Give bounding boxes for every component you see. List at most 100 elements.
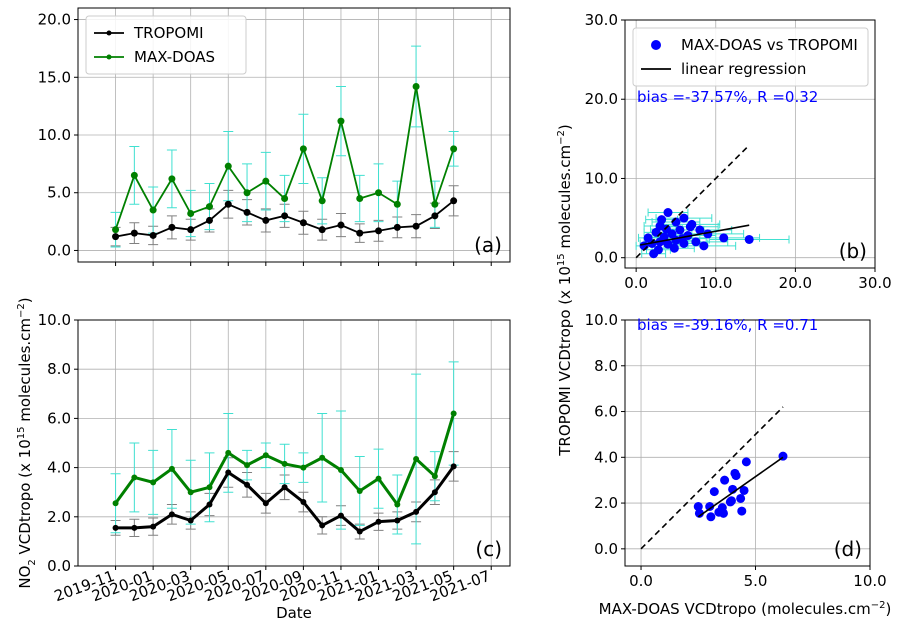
y-tick-label: 6.0 [47, 409, 71, 427]
data-point [375, 475, 382, 482]
data-point [717, 503, 727, 513]
data-point [262, 452, 269, 459]
data-point [741, 457, 751, 467]
data-point [205, 203, 213, 211]
data-point [112, 500, 119, 507]
legend-label: MAX-DOAS [134, 48, 215, 66]
data-point [299, 219, 307, 227]
data-point [736, 493, 746, 503]
y-axis-label: NO2 VCDtropo (x 1015 molecules.cm−2) [16, 297, 38, 588]
y-tick-label: 10.0 [38, 126, 71, 144]
data-point [450, 197, 458, 205]
data-point [393, 200, 401, 208]
x-axis-label: Date [276, 604, 312, 622]
y-tick-label: 0.0 [594, 540, 618, 558]
annotation: bias =-37.57%, R =0.32 [637, 88, 818, 106]
y-tick-label: 20.0 [38, 11, 71, 29]
data-point [150, 479, 157, 486]
y-tick-label: 30.0 [585, 11, 618, 29]
data-point [281, 484, 288, 491]
data-point [319, 522, 326, 529]
data-point [112, 233, 120, 241]
data-point [337, 221, 345, 229]
identity-line [635, 144, 750, 259]
data-point [695, 225, 705, 235]
data-point [705, 502, 715, 512]
data-point [187, 226, 195, 234]
y-tick-label: 10.0 [38, 311, 71, 329]
data-point [669, 243, 679, 253]
data-point [337, 117, 345, 125]
data-point [659, 232, 669, 242]
data-point [375, 227, 383, 235]
plot-frame [77, 7, 511, 263]
data-point [224, 162, 232, 170]
legend-box [632, 27, 869, 87]
plot-frame [77, 319, 511, 567]
label-part: ) [16, 297, 34, 303]
panel-label: (b) [839, 239, 867, 263]
y-tick-label: 10.0 [585, 311, 618, 329]
data-point [225, 469, 232, 476]
data-point [205, 216, 213, 224]
panel-label: (c) [475, 537, 502, 561]
x-tick-label: 30.0 [858, 274, 891, 292]
legend-label: linear regression [681, 60, 806, 78]
data-point [168, 175, 176, 183]
data-point [725, 497, 735, 507]
data-point [737, 506, 747, 516]
data-point [719, 233, 729, 243]
data-point [149, 231, 157, 239]
plot-frame [624, 19, 876, 269]
label-part: 15 [556, 253, 567, 266]
data-point [168, 511, 175, 518]
data-point [337, 512, 344, 519]
y-axis-label: TROPOMI VCDtropo (x 1015 molecules.cm−2) [556, 124, 574, 457]
regression-line [697, 456, 784, 518]
plot-frame [624, 319, 871, 567]
y-tick-label: 4.0 [594, 448, 618, 466]
label-part: TROPOMI VCDtropo (x 10 [556, 266, 574, 457]
data-point [675, 225, 685, 235]
y-tick-label: 2.0 [47, 508, 71, 526]
data-point [262, 216, 270, 224]
data-point [744, 234, 754, 244]
data-point [653, 245, 663, 255]
data-point [657, 215, 667, 225]
data-point [450, 145, 458, 153]
y-tick-label: 2.0 [594, 494, 618, 512]
data-point [281, 460, 288, 467]
data-point [225, 449, 232, 456]
data-point [224, 200, 232, 208]
data-point [112, 524, 119, 531]
data-point [394, 517, 401, 524]
data-point [450, 410, 457, 417]
data-point [356, 487, 363, 494]
data-point [187, 210, 195, 218]
data-point [709, 487, 719, 497]
data-point [720, 475, 730, 485]
data-point [356, 195, 364, 202]
panel-label: (a) [474, 233, 502, 257]
y-tick-label: 0.0 [47, 241, 71, 259]
label-part: molecules.cm [556, 145, 574, 254]
data-point [299, 145, 307, 153]
data-point [318, 226, 326, 234]
label-part: −2 [16, 303, 27, 318]
label-part: molecules.cm [16, 318, 34, 427]
label-part: NO [16, 566, 34, 589]
data-point [413, 508, 420, 515]
data-point [450, 463, 457, 470]
label-part: −2 [871, 600, 886, 611]
data-point [685, 222, 695, 232]
data-point [699, 241, 709, 251]
legend-box [85, 15, 247, 75]
data-point [661, 224, 671, 234]
data-point [150, 523, 157, 530]
data-point [187, 489, 194, 496]
data-point [262, 500, 269, 507]
data-point [731, 471, 741, 481]
data-point [319, 454, 326, 461]
legend-label: TROPOMI [133, 24, 204, 42]
